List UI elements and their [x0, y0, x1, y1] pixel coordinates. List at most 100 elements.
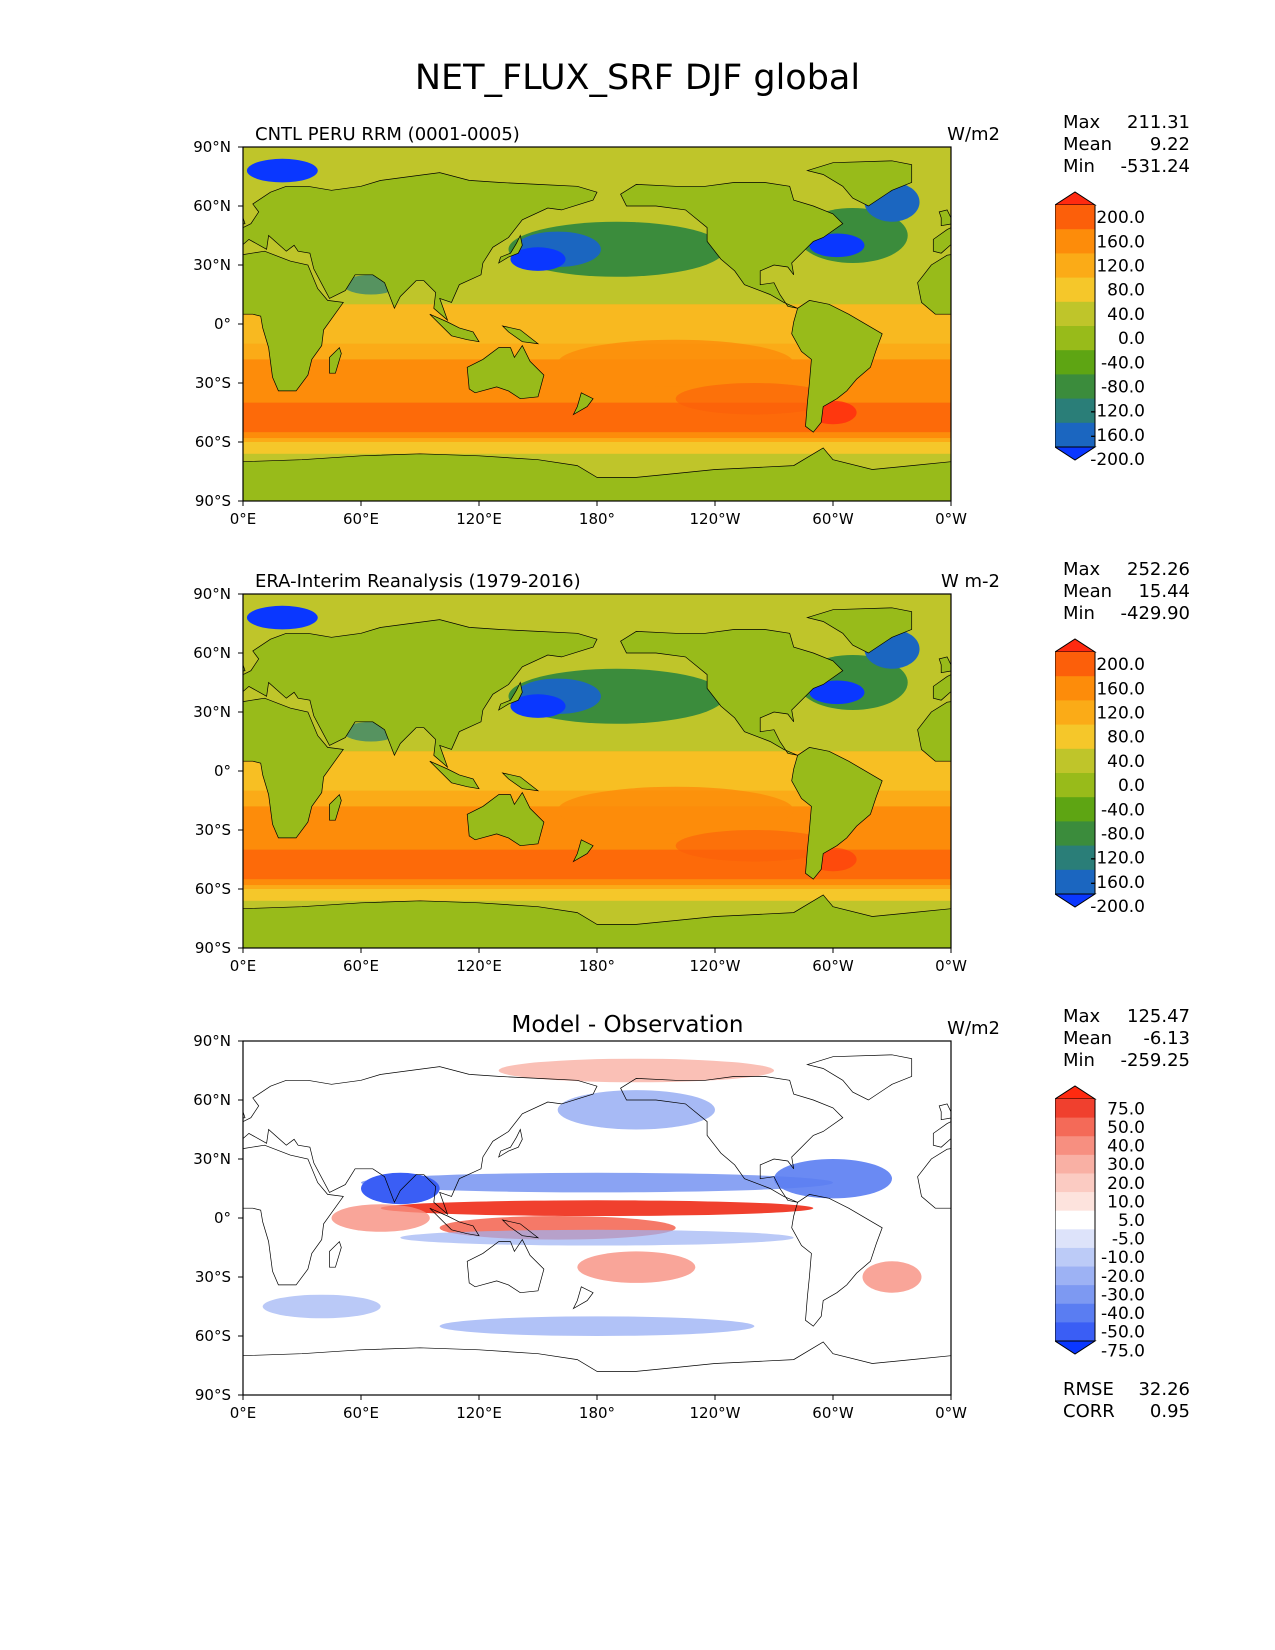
- land-madagascar: [329, 1240, 342, 1268]
- land-indonesia: [429, 760, 480, 790]
- stat-min: Min -531.24: [1063, 156, 1190, 177]
- y-tick-label: 90°N: [193, 138, 231, 156]
- land-greenland: [806, 607, 913, 654]
- y-tick-label: 30°N: [193, 703, 231, 721]
- panel-test: CNTL PERU RRM (0001-0005) W/m2 0°E 60°E 12…: [0, 112, 1275, 560]
- stat-corr: CORR 0.95: [1063, 1401, 1190, 1422]
- colorbar-label: -10.0: [1101, 1248, 1145, 1268]
- x-tick-label: 60°W: [812, 1404, 854, 1422]
- y-tick-label: 90°S: [195, 492, 231, 510]
- y-tick-label: 30°S: [195, 821, 231, 839]
- land-s_america: [791, 747, 883, 880]
- colorbar-swatch: [1055, 797, 1095, 822]
- land-eurasia: [243, 619, 598, 769]
- colorbar-swatch: [1055, 773, 1095, 798]
- y-tick-label: 60°N: [193, 644, 231, 662]
- x-tick-label: 60°E: [343, 1404, 379, 1422]
- field-layer: [243, 147, 951, 501]
- land-n_america: [620, 182, 844, 309]
- colorbar-swatch: [1055, 374, 1095, 400]
- land-greenland: [806, 1054, 913, 1101]
- land-eurasia: [243, 1066, 598, 1216]
- field-blob: [439, 1316, 755, 1336]
- land-eurasia: [932, 674, 951, 701]
- land-antarctica: [243, 1341, 951, 1395]
- x-tick-label: 120°W: [690, 1404, 741, 1422]
- colorbar-label: -160.0: [1090, 873, 1145, 893]
- colorbar-swatch: [1055, 277, 1095, 303]
- land-eurasia: [243, 172, 598, 322]
- colorbar-label: -80.0: [1101, 825, 1145, 845]
- colorbar-extend-bottom: [1055, 446, 1097, 461]
- y-tick-label: 60°S: [195, 1327, 231, 1345]
- colorbar-swatch: [1055, 1322, 1095, 1342]
- coastlines: [243, 160, 951, 501]
- land-new_guinea: [501, 772, 540, 792]
- colorbar-swatch: [1055, 1266, 1095, 1286]
- x-tick-label: 120°W: [690, 510, 741, 528]
- stat-mean: Mean 9.22: [1063, 134, 1190, 155]
- land-n_america: [620, 1076, 844, 1203]
- colorbar-extend-top: [1055, 1085, 1097, 1100]
- colorbar-swatch: [1055, 422, 1095, 448]
- y-tick-label: 30°S: [195, 374, 231, 392]
- field-layer: [243, 1041, 951, 1395]
- stat-max: Max 211.31: [1063, 112, 1190, 133]
- colorbar-label: 10.0: [1107, 1192, 1145, 1212]
- field-blob: [862, 1261, 922, 1293]
- panel-units: W/m2: [947, 1018, 1000, 1039]
- colorbar-swatch: [1055, 724, 1095, 750]
- stat-min: Min -429.90: [1063, 603, 1190, 624]
- colorbar-label: -20.0: [1101, 1267, 1145, 1287]
- colorbar-label: 40.0: [1107, 305, 1145, 325]
- land-indonesia: [429, 313, 480, 343]
- field-subtropics-blue: [361, 1172, 833, 1193]
- colorbar-swatch: [1055, 1303, 1095, 1323]
- y-tick-label: 30°S: [195, 1268, 231, 1286]
- land-australia: [466, 1238, 545, 1294]
- colorbar-label: 20.0: [1107, 1174, 1145, 1194]
- colorbar-extend-bottom: [1055, 893, 1097, 908]
- field-blob: [400, 1229, 794, 1246]
- y-tick-label: 90°N: [193, 1032, 231, 1050]
- colorbar-swatch: [1055, 1210, 1095, 1230]
- colorbar-label: -80.0: [1101, 378, 1145, 398]
- colorbar-label: 160.0: [1096, 232, 1145, 252]
- field-blob: [510, 247, 566, 271]
- colorbar-label: -30.0: [1101, 1285, 1145, 1305]
- colorbar-swatch: [1055, 326, 1095, 351]
- field-blob: [361, 1172, 440, 1205]
- stat-mean: Mean -6.13: [1063, 1028, 1190, 1049]
- field-blob: [774, 1159, 892, 1199]
- colorbar-label: 200.0: [1096, 655, 1145, 675]
- colorbar-swatch: [1055, 301, 1095, 327]
- field-blob: [557, 339, 794, 387]
- land-africa: [917, 701, 951, 762]
- colorbar-label: -120.0: [1090, 849, 1145, 869]
- field-blob: [577, 1251, 696, 1283]
- field-blob: [331, 1204, 430, 1232]
- colorbar: 75.050.040.030.020.010.05.0-5.0-10.0-20.…: [1055, 1085, 1145, 1361]
- colorbar-swatch: [1055, 398, 1095, 424]
- x-tick-label: 180°: [579, 510, 615, 528]
- land-africa: [243, 1144, 344, 1286]
- colorbar-label: 160.0: [1096, 679, 1145, 699]
- land-africa: [243, 697, 344, 839]
- colorbar-label: 40.0: [1107, 752, 1145, 772]
- colorbar-label: -75.0: [1101, 1341, 1145, 1361]
- x-tick-label: 0°E: [230, 1404, 257, 1422]
- y-tick-label: 60°N: [193, 197, 231, 215]
- field-blob: [262, 1294, 381, 1319]
- field-blob: [510, 694, 566, 718]
- land-australia: [466, 344, 545, 400]
- land-africa: [917, 254, 951, 315]
- colorbar-label: -40.0: [1101, 1304, 1145, 1324]
- x-tick-label: 60°E: [343, 510, 379, 528]
- colorbar-swatch: [1055, 229, 1095, 254]
- x-tick-label: 180°: [579, 957, 615, 975]
- y-tick-label: 0°: [214, 762, 231, 780]
- colorbar-swatch: [1055, 1173, 1095, 1193]
- field-blob: [809, 680, 865, 705]
- panel-title: ERA-Interim Reanalysis (1979-2016): [255, 571, 581, 592]
- stats-block: Max 252.26 Mean 15.44 Min -429.90: [1063, 559, 1190, 625]
